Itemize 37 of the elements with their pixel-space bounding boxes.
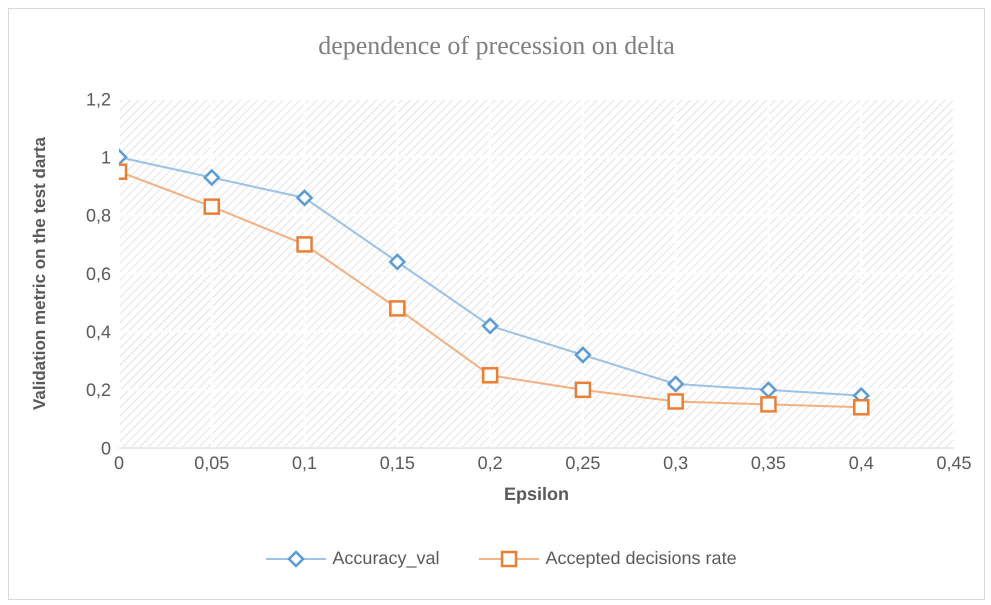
point [389,300,406,317]
point [204,169,220,186]
x-tick-label: 0,25 [565,452,600,473]
x-tick-label: 0,35 [750,452,786,473]
y-axis-title: Validation metric on the test darta [30,136,50,410]
x-axis-title: Epsilon [504,484,570,504]
y-tick-label: 0,4 [86,322,111,342]
point [296,190,313,206]
x-tick-label: 0 [114,452,124,473]
y-tick-label: 0,6 [86,264,111,284]
point [482,318,498,334]
point [667,376,684,392]
legend-label: Accepted decisions rate [545,548,737,569]
point [389,254,406,270]
chart-title: dependence of precession on delta [317,31,676,61]
x-tick-label: 0,2 [478,452,503,473]
point [296,236,313,253]
point [574,382,592,398]
legend-label: Accuracy_val [332,548,440,569]
y-tick-label: 1 [100,148,111,168]
point [574,346,592,364]
x-tick-label: 0,45 [936,452,972,473]
y-tick-label: 0 [100,438,111,458]
x-tick-label: 0,05 [194,452,230,473]
x-tick-label: 0,3 [663,452,688,473]
y-tick-label: 0,8 [86,206,111,226]
point [667,393,684,410]
x-tick-label: 0,4 [848,452,874,473]
x-tick-label: 0,1 [292,452,318,473]
point [760,382,777,398]
x-tick-label: 0,15 [380,452,415,473]
point [760,396,777,413]
point [482,367,498,384]
y-tick-label: 1,2 [86,89,111,110]
point [852,399,870,416]
y-tick-label: 0,2 [86,380,111,400]
point [204,198,220,215]
